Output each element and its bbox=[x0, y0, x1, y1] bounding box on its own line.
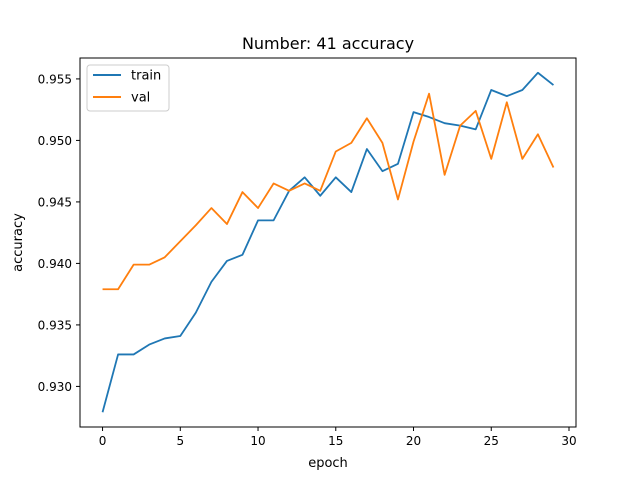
series-line-train bbox=[101, 71, 555, 413]
legend: train val bbox=[86, 64, 170, 112]
x-tick-label: 0 bbox=[99, 434, 107, 448]
chart-title: Number: 41 accuracy bbox=[242, 34, 414, 53]
y-axis: 0.930 0.935 0.940 0.945 0.950 0.955 bbox=[38, 72, 80, 394]
y-tick-label: 0.935 bbox=[38, 318, 72, 332]
y-tick-label: 0.950 bbox=[38, 134, 72, 148]
x-tick-label: 20 bbox=[406, 434, 421, 448]
x-tick-label: 25 bbox=[484, 434, 499, 448]
legend-label-train: train bbox=[131, 69, 161, 84]
legend-box bbox=[86, 64, 170, 112]
x-tick-label: 30 bbox=[561, 434, 576, 448]
y-axis-label: accuracy bbox=[11, 213, 26, 272]
x-tick-label: 15 bbox=[328, 434, 343, 448]
x-axis-label: epoch bbox=[308, 456, 348, 471]
x-tick-label: 10 bbox=[250, 434, 265, 448]
series-layer bbox=[101, 71, 555, 413]
legend-label-val: val bbox=[131, 91, 150, 106]
x-tick-label: 5 bbox=[176, 434, 184, 448]
series-line-val bbox=[102, 92, 555, 291]
plot-frame bbox=[79, 57, 577, 428]
x-axis: 0 5 10 15 20 25 30 bbox=[99, 427, 577, 448]
y-tick-label: 0.945 bbox=[38, 195, 72, 209]
y-tick-label: 0.955 bbox=[38, 72, 72, 86]
y-tick-label: 0.940 bbox=[38, 257, 72, 271]
plot-area bbox=[79, 57, 577, 428]
y-tick-label: 0.930 bbox=[38, 380, 72, 394]
